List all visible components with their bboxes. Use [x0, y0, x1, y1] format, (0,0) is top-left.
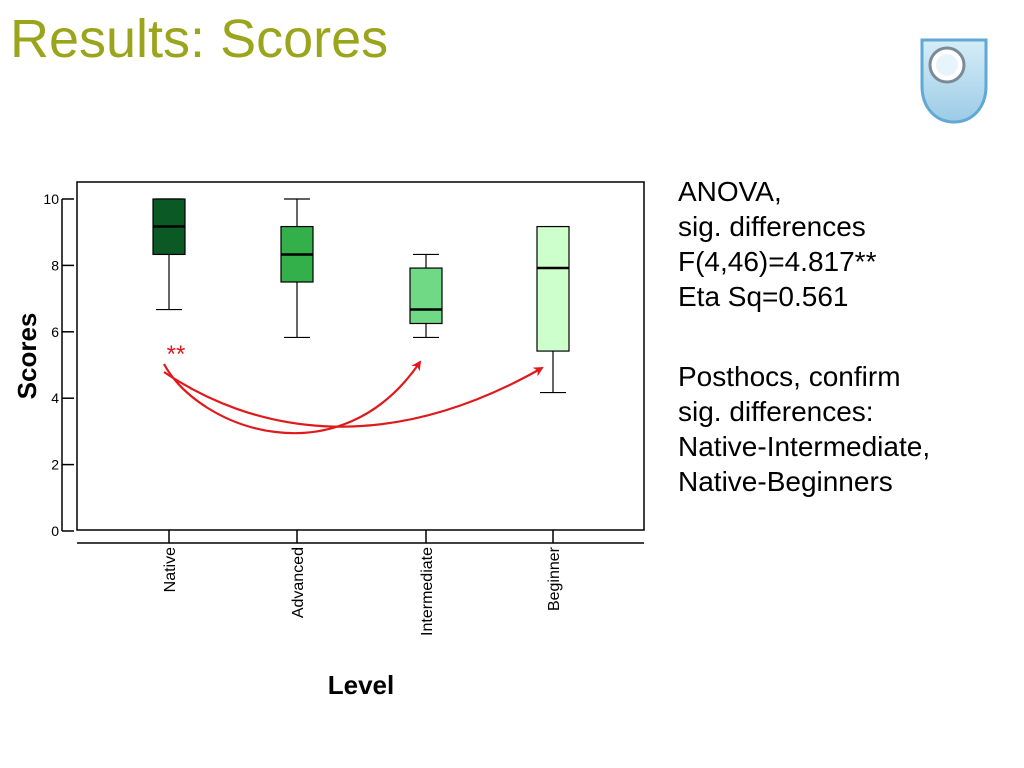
anova-summary: ANOVA, sig. differences F(4,46)=4.817** Eta… [678, 174, 1018, 314]
x-axis-label: Level [328, 670, 395, 700]
posthoc-line: Native-Beginners [678, 466, 893, 497]
y-tick-label: 10 [43, 191, 59, 207]
x-axis: Native Advanced Intermediate Beginner [77, 530, 644, 636]
y-tick-label: 6 [51, 324, 59, 340]
anova-line: Eta Sq=0.561 [678, 281, 849, 312]
y-tick-label: 2 [51, 457, 59, 473]
y-axis-label: Scores [12, 313, 42, 400]
significance-stars: ** [167, 341, 186, 368]
box-native [152, 198, 186, 311]
arrow-native-beginner [163, 367, 544, 428]
anova-line: sig. differences [678, 211, 866, 242]
results-notes: ANOVA, sig. differences F(4,46)=4.817** Eta… [678, 174, 1018, 499]
y-tick-label: 8 [51, 257, 59, 273]
anova-line: F(4,46)=4.817** [678, 246, 877, 277]
x-tick-label: Advanced [290, 547, 307, 618]
arrow-native-intermediate [163, 360, 422, 435]
posthoc-line: sig. differences: [678, 396, 874, 427]
box-beginner [536, 225, 570, 394]
posthoc-line: Posthocs, confirm [678, 361, 901, 392]
posthoc-line: Native-Intermediate, [678, 431, 931, 462]
x-tick-label: Beginner [546, 546, 563, 611]
y-tick-label: 0 [51, 523, 59, 539]
y-tick-label: 4 [51, 390, 59, 406]
box-advanced [280, 198, 314, 339]
box-intermediate [409, 253, 443, 339]
x-tick-label: Native [162, 547, 179, 592]
iqr-box [536, 225, 570, 352]
anova-line: ANOVA, [678, 176, 782, 207]
open-university-shield-icon [918, 36, 990, 128]
y-axis: 0 2 4 6 8 10 [43, 191, 74, 539]
posthoc-summary: Posthocs, confirm sig. differences: Native… [678, 359, 1018, 499]
significance-annotation: ** [163, 341, 544, 435]
iqr-box [409, 267, 443, 325]
boxes [152, 198, 570, 394]
slide-title: Results: Scores [10, 9, 389, 69]
x-tick-label: Intermediate [419, 547, 436, 636]
boxplot-chart: 0 2 4 6 8 10 Native Advanced Intermediate Beginn… [0, 150, 660, 710]
